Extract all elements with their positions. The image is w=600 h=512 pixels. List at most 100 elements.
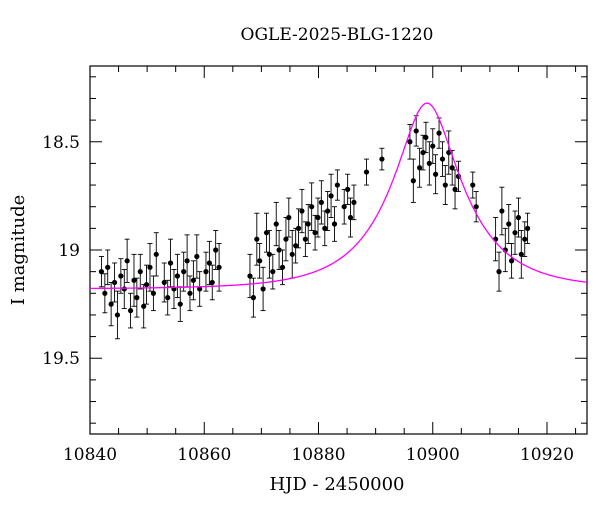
data-point <box>143 282 150 288</box>
data-point <box>203 269 209 275</box>
data-point <box>305 221 311 227</box>
data-point <box>518 251 524 257</box>
data-point <box>121 286 127 292</box>
plot-frame <box>89 65 588 435</box>
y-tick-label: 18.5 <box>42 133 80 153</box>
data-point <box>420 149 426 156</box>
data-point <box>506 221 512 227</box>
data-point <box>312 230 318 236</box>
data-point <box>295 225 302 231</box>
data-point <box>273 221 279 227</box>
data-point <box>293 243 299 249</box>
data-point <box>341 204 347 210</box>
data-point <box>279 264 286 270</box>
data-point <box>181 269 187 275</box>
data-point <box>417 165 423 171</box>
data-point <box>524 225 531 231</box>
data-point <box>436 130 442 136</box>
data-point <box>496 269 502 275</box>
data-point <box>289 251 295 257</box>
data-point <box>127 308 134 314</box>
data-point <box>379 156 385 162</box>
data-point <box>426 160 432 167</box>
data-point <box>446 149 452 156</box>
data-point <box>345 186 351 192</box>
data-point <box>286 214 292 221</box>
data-point <box>167 260 174 266</box>
data-point <box>257 258 263 264</box>
data-point <box>413 128 419 134</box>
data-point <box>190 277 196 283</box>
data-point <box>161 279 167 286</box>
x-axis-label: HJD - 2450000 <box>269 474 404 495</box>
data-point <box>147 264 153 270</box>
data-point <box>131 277 137 283</box>
data-point <box>452 186 458 192</box>
tick-labels: 10840 10860 10880 10900 10920 18.5 19 19.5 <box>42 133 574 465</box>
x-tick-label: 10840 <box>63 445 117 465</box>
data-point <box>322 225 328 231</box>
minor-ticks <box>90 66 587 434</box>
data-point <box>407 139 413 145</box>
data-point <box>209 279 215 286</box>
data-point <box>260 286 266 292</box>
data-point <box>302 236 308 242</box>
data-point <box>174 273 181 279</box>
x-tick-label: 10860 <box>177 445 231 465</box>
x-tick-label: 10900 <box>406 445 460 465</box>
data-point <box>423 134 429 141</box>
data-point <box>254 236 260 242</box>
data-point <box>105 264 111 270</box>
data-point <box>470 182 476 188</box>
data-point <box>177 301 183 307</box>
data-point <box>499 208 505 214</box>
chart-title: OGLE-2025-BLG-1220 <box>241 25 434 45</box>
data-point <box>433 171 439 177</box>
data-point <box>111 279 118 286</box>
data-point <box>187 290 193 296</box>
data-point <box>508 258 515 264</box>
data-point <box>522 236 528 242</box>
data-point <box>194 253 200 260</box>
data-point <box>270 269 276 275</box>
data-point <box>363 169 370 175</box>
data-point <box>250 295 256 301</box>
data-point <box>98 269 105 275</box>
data-point <box>276 247 282 253</box>
data-point <box>325 208 331 214</box>
error-bars <box>98 115 531 340</box>
data-point <box>124 258 130 264</box>
model-curve <box>90 102 587 290</box>
data-point <box>263 230 270 236</box>
data-point <box>430 143 436 149</box>
data-point <box>266 251 272 257</box>
data-point <box>213 247 219 253</box>
data-point <box>328 193 334 199</box>
data-point <box>141 303 147 309</box>
data-point <box>206 260 212 266</box>
y-tick-label: 19 <box>58 241 80 261</box>
data-point <box>299 208 305 214</box>
data-point <box>114 312 121 318</box>
data-point <box>442 182 448 188</box>
data-point <box>331 221 338 227</box>
data-point <box>318 199 324 205</box>
data-point <box>512 230 518 236</box>
data-point <box>153 251 159 257</box>
x-tick-label: 10880 <box>291 445 345 465</box>
y-tick-label: 19.5 <box>42 349 80 369</box>
data-point <box>108 301 114 307</box>
data-point <box>439 156 446 162</box>
data-point <box>347 214 354 221</box>
data-point <box>247 273 253 279</box>
data-point <box>283 236 289 242</box>
data-points <box>98 128 531 318</box>
data-point <box>410 178 416 184</box>
data-point <box>449 165 455 171</box>
data-point <box>134 295 140 301</box>
y-axis-label: I magnitude <box>8 195 29 306</box>
major-ticks <box>89 66 587 434</box>
data-point <box>473 204 479 210</box>
data-point <box>102 290 108 296</box>
